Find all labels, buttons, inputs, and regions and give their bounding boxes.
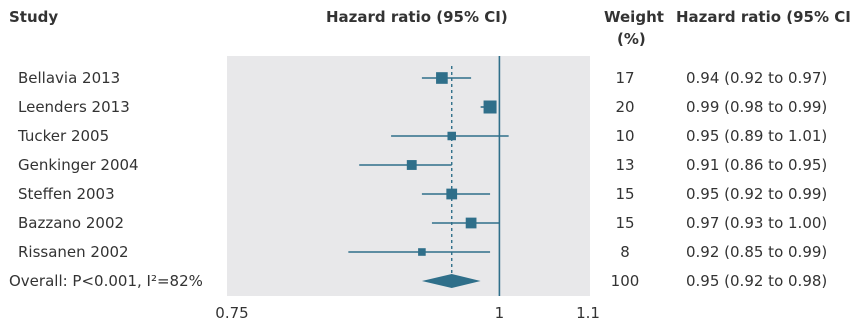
overall-label: Overall: P<0.001, I²=82% bbox=[9, 272, 203, 290]
weight-unit-header: (%) bbox=[617, 30, 646, 48]
x-tick-label: 0.75 bbox=[215, 304, 249, 322]
weight-column-header: Weight bbox=[604, 8, 664, 26]
overall-weight-value: 100 bbox=[610, 272, 640, 290]
hazard-ratio-ci-text: 0.95 (0.92 to 0.99) bbox=[686, 185, 828, 203]
hazard-ratio-ci-text: 0.99 (0.98 to 0.99) bbox=[686, 98, 828, 116]
weight-value: 17 bbox=[615, 69, 635, 87]
weight-value: 8 bbox=[620, 243, 630, 261]
study-column-header: Study bbox=[9, 8, 59, 26]
point-estimate-square-6 bbox=[418, 248, 426, 256]
x-tick-label: 1.1 bbox=[576, 304, 600, 322]
hazard-ratio-text-header: Hazard ratio (95% CI) bbox=[676, 8, 851, 26]
hazard-ratio-ci-text: 0.92 (0.85 to 0.99) bbox=[686, 243, 828, 261]
hazard-ratio-ci-text: 0.91 (0.86 to 0.95) bbox=[686, 156, 828, 174]
point-estimate-square-3 bbox=[406, 160, 417, 170]
overall-ci-text: 0.95 (0.92 to 0.98) bbox=[686, 272, 828, 290]
weight-value: 13 bbox=[615, 156, 635, 174]
weight-value: 15 bbox=[615, 214, 635, 232]
study-label: Genkinger 2004 bbox=[18, 156, 139, 174]
hazard-ratio-plot-header: Hazard ratio (95% CI) bbox=[326, 8, 508, 26]
point-estimate-square-5 bbox=[465, 217, 477, 229]
study-label: Steffen 2003 bbox=[18, 185, 115, 203]
point-estimate-square-0 bbox=[436, 72, 448, 84]
weight-value: 15 bbox=[615, 185, 635, 203]
weight-value: 10 bbox=[615, 127, 635, 145]
point-estimate-square-4 bbox=[446, 188, 458, 200]
hazard-ratio-ci-text: 0.94 (0.92 to 0.97) bbox=[686, 69, 828, 87]
study-label: Leenders 2013 bbox=[18, 98, 130, 116]
hazard-ratio-ci-text: 0.97 (0.93 to 1.00) bbox=[686, 214, 828, 232]
hazard-ratio-ci-text: 0.95 (0.89 to 1.01) bbox=[686, 127, 828, 145]
study-label: Rissanen 2002 bbox=[18, 243, 129, 261]
point-estimate-square-1 bbox=[483, 100, 497, 114]
overall-diamond bbox=[421, 274, 481, 288]
x-tick-label: 1 bbox=[494, 304, 505, 322]
weight-value: 20 bbox=[615, 98, 635, 116]
study-label: Bellavia 2013 bbox=[18, 69, 121, 87]
study-label: Tucker 2005 bbox=[18, 127, 110, 145]
study-label: Bazzano 2002 bbox=[18, 214, 125, 232]
point-estimate-square-2 bbox=[447, 131, 456, 141]
plot-panel bbox=[227, 56, 590, 296]
